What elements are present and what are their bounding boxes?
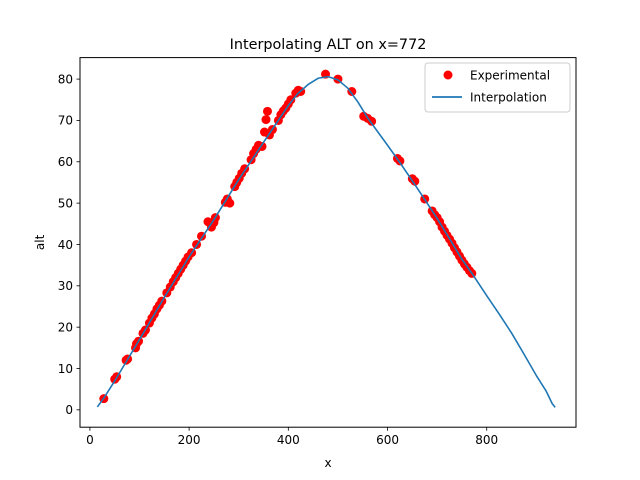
y-tick-label: 20 <box>58 320 73 334</box>
axes-frame <box>79 57 577 428</box>
y-tick-label: 70 <box>58 114 73 128</box>
series-line-interpolation <box>96 75 556 408</box>
legend-box <box>424 62 571 113</box>
x-tick-label: 200 <box>178 433 201 447</box>
data-point-experimental <box>261 115 271 125</box>
y-tick-label: 60 <box>58 155 73 169</box>
y-tick-label: 50 <box>58 196 73 210</box>
x-tick-label: 800 <box>475 433 498 447</box>
y-tick-label: 80 <box>58 72 73 86</box>
data-point-experimental <box>225 198 235 208</box>
x-tick-label: 600 <box>376 433 399 447</box>
x-tick-label: 400 <box>277 433 300 447</box>
x-axis: 0 200 400 600 800 <box>86 427 498 447</box>
x-axis-label: x <box>324 456 331 470</box>
legend-label-experimental: Experimental <box>470 69 550 83</box>
y-tick-label: 0 <box>65 403 73 417</box>
data-point-experimental <box>262 106 272 116</box>
data-point-experimental <box>410 176 420 186</box>
data-point-experimental <box>286 95 296 105</box>
y-tick-label: 30 <box>58 279 73 293</box>
y-axis: 0 10 20 30 40 50 60 70 80 <box>58 72 80 417</box>
y-tick-label: 40 <box>58 238 73 252</box>
marks-layer <box>96 69 556 408</box>
legend: Experimental Interpolation <box>424 62 571 113</box>
chart-title: Interpolating ALT on x=772 <box>230 37 427 53</box>
y-tick-label: 10 <box>58 362 73 376</box>
legend-marker-experimental <box>443 70 453 80</box>
y-axis-label: alt <box>33 234 47 250</box>
legend-label-interpolation: Interpolation <box>470 91 547 105</box>
x-tick-label: 0 <box>86 433 94 447</box>
